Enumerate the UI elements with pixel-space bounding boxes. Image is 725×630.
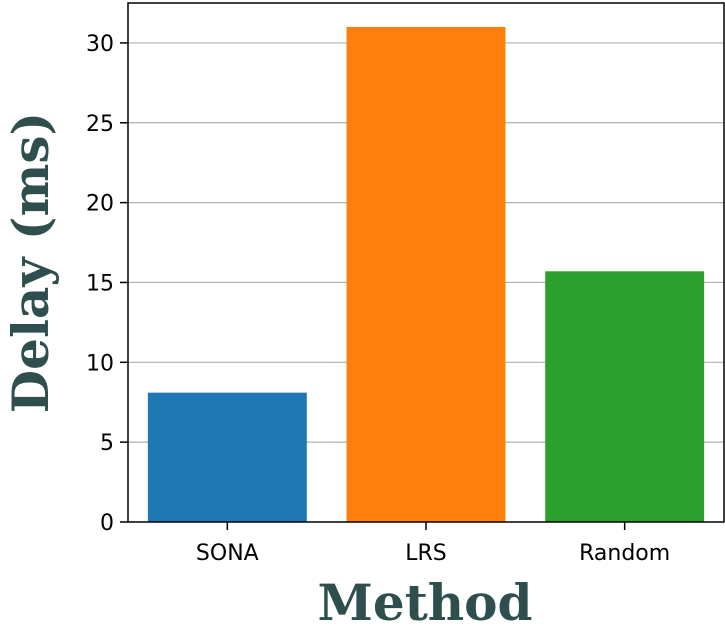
x-axis-ticks: SONA LRS Random [196,522,670,566]
x-tick-label: Random [579,541,670,566]
x-axis-title: Method [318,573,533,630]
y-tick-label: 0 [100,511,114,536]
y-tick-label: 25 [86,112,114,137]
bar-sona [148,393,307,522]
x-tick-label: LRS [405,541,447,566]
bars [148,27,704,522]
y-tick-label: 30 [86,32,114,57]
x-tick-label: SONA [196,541,259,566]
bar-lrs [347,27,506,522]
y-tick-label: 5 [100,431,114,456]
y-axis-title: Delay (ms) [1,112,60,413]
y-tick-label: 15 [86,271,114,296]
y-tick-label: 20 [86,192,114,217]
y-axis-ticks: 0 5 10 15 20 25 30 [86,32,128,536]
bar-random [545,271,704,522]
y-tick-label: 10 [86,351,114,376]
